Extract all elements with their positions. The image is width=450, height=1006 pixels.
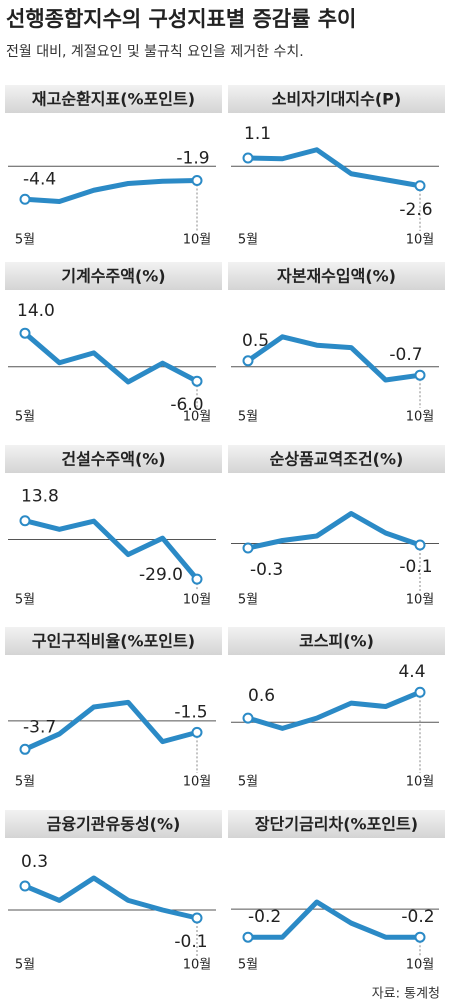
value-label: -0.7 [389, 345, 422, 365]
line [248, 899, 420, 940]
x-tick-label: 5월 [15, 958, 35, 973]
x-tick-label: 10월 [183, 775, 212, 790]
point [191, 573, 203, 585]
panel-title: 금융기관유동성(%) [47, 815, 181, 834]
panel-title-bar [228, 810, 445, 838]
point [191, 375, 203, 387]
line [247, 689, 421, 731]
point [414, 686, 426, 698]
line [24, 875, 198, 921]
line [24, 178, 198, 204]
x-tick-label: 10월 [183, 410, 212, 425]
x-tick-label: 5월 [15, 233, 35, 248]
panel-title-bar [228, 445, 445, 473]
x-tick-label: 10월 [406, 593, 435, 608]
point [242, 355, 254, 367]
point [242, 931, 254, 943]
x-tick-label: 5월 [238, 775, 258, 790]
value-label: 1.1 [244, 124, 271, 144]
line [23, 331, 199, 385]
source: 자료: 통계청 [372, 987, 440, 1002]
value-label: -0.3 [250, 560, 283, 580]
point [191, 912, 203, 924]
panel-title: 기계수주액(%) [61, 267, 165, 286]
panel-title-bar [228, 262, 445, 290]
value-label: -29.0 [139, 565, 183, 585]
point [242, 542, 254, 554]
value-label: -0.2 [401, 907, 434, 927]
x-tick-label: 5월 [15, 593, 35, 608]
value-label: -0.1 [399, 557, 432, 577]
panel-title: 재고순환지표(%포인트) [32, 90, 195, 109]
x-tick-label: 5월 [238, 233, 258, 248]
value-label: -4.4 [23, 169, 56, 189]
x-tick-label: 5월 [238, 410, 258, 425]
line [246, 334, 421, 383]
point [19, 743, 31, 755]
subtitle: 전월 대비, 계절요인 및 불규칙 요인을 제거한 수치. [6, 44, 304, 60]
panel-title-bar [5, 262, 222, 290]
value-label: 14.0 [17, 301, 55, 321]
value-label: -3.7 [23, 717, 56, 737]
panel-title-bar [5, 810, 222, 838]
line [247, 511, 421, 551]
value-label: -6.0 [170, 395, 203, 415]
x-tick-label: 10월 [183, 958, 212, 973]
x-tick-label: 10월 [183, 593, 212, 608]
point [19, 515, 31, 527]
x-tick-label: 10월 [183, 233, 212, 248]
panel-title: 구인구직비율(%포인트) [32, 632, 195, 651]
line [23, 699, 198, 752]
value-label: -0.2 [248, 907, 281, 927]
x-tick-label: 5월 [238, 593, 258, 608]
point [191, 175, 203, 186]
x-tick-label: 5월 [238, 958, 258, 973]
title: 선행종합지수의 구성지표별 증감률 추이 [6, 7, 356, 31]
value-label: 4.4 [398, 662, 425, 682]
point [414, 369, 426, 381]
point [242, 712, 254, 724]
x-tick-label: 10월 [406, 958, 435, 973]
value-label: 13.8 [21, 487, 59, 507]
point [19, 193, 31, 205]
panel-title: 자본재수입액(%) [277, 267, 396, 286]
point [414, 539, 426, 551]
panel-title-bar [5, 627, 222, 655]
x-tick-label: 5월 [15, 775, 35, 790]
x-tick-label: 10월 [406, 410, 435, 425]
point [242, 152, 254, 164]
line [24, 518, 199, 581]
panel-title: 코스피(%) [299, 632, 374, 651]
panel-title-bar [228, 85, 445, 113]
x-tick-label: 10월 [406, 775, 435, 790]
panel-title: 소비자기대지수(P) [272, 90, 401, 109]
value-label: 0.5 [242, 331, 269, 351]
value-label: 0.3 [21, 852, 48, 872]
point [19, 880, 31, 892]
point [191, 726, 203, 738]
panel-title-bar [5, 85, 222, 113]
point [414, 180, 426, 192]
line [247, 147, 421, 189]
value-label: -1.9 [176, 149, 209, 169]
point [414, 931, 426, 943]
value-label: -2.6 [399, 200, 432, 220]
panel-title-bar [228, 627, 445, 655]
panel-title-bar [5, 445, 222, 473]
panel-title: 장단기금리차(%포인트) [255, 815, 418, 834]
point [19, 327, 31, 339]
x-tick-label: 10월 [406, 233, 435, 248]
value-label: -1.5 [174, 702, 207, 722]
value-label: 0.6 [248, 686, 275, 706]
x-tick-label: 5월 [15, 410, 35, 425]
panel-title: 건설수주액(%) [61, 450, 165, 469]
panel-title: 순상품교역조건(%) [270, 450, 404, 469]
value-label: -0.1 [174, 932, 207, 952]
